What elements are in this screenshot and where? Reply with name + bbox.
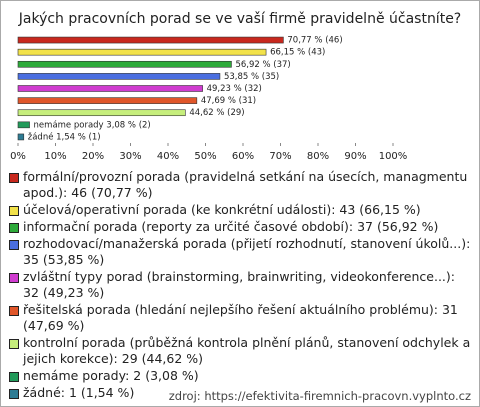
legend-swatch [9,306,19,316]
legend-label: rozhodovací/manažerská porada (přijetí r… [23,236,471,267]
x-tick-label: 0% [10,151,26,162]
legend-item: rozhodovací/manažerská porada (přijetí r… [9,236,471,268]
x-tick-label: 40% [157,151,179,162]
legend-swatch [9,223,19,233]
bar [17,109,186,117]
bar [17,121,30,129]
value-label: 53,85 % (35) [224,72,279,82]
bar [17,36,284,44]
value-label: 66,15 % (43) [270,48,325,58]
x-tick-label: 20% [82,151,104,162]
plot: Jakých pracovních porad se ve vaší firmě… [10,11,461,162]
legend-label: žádné: 1 (1,54 %) [23,385,135,400]
bar [17,60,232,68]
x-tick-label: 90% [344,151,366,162]
legend-item: kontrolní porada (průběžná kontrola plně… [9,335,471,367]
legend-item: účelová/operativní porada (ke konkrétní … [9,202,471,218]
value-label: žádné 1,54 % (1) [28,131,101,142]
legend-swatch [9,206,19,216]
legend-swatch [9,173,19,183]
bar [17,85,203,92]
source: zdroj: https://efektivita-firemnich-prac… [168,389,471,403]
x-tick-label: 50% [194,151,216,162]
legend-item: informační porada (reporty za určité čas… [9,219,471,235]
legend-swatch [9,273,19,283]
legend-swatch [9,372,19,382]
x-tick-label: 60% [232,151,254,162]
legend-item: zvláštní typy porad (brainstorming, brai… [9,269,471,301]
value-label: 49,23 % (32) [207,84,262,94]
value-label: 56,92 % (37) [235,60,290,70]
legend-label: nemáme porady: 2 (3,08 %) [23,368,199,383]
legend-item: formální/provozní porada (pravidelná set… [9,169,471,201]
chart-title: Jakých pracovních porad se ve vaší firmě… [18,11,461,27]
bar [17,73,221,80]
legend-item: žádné: 1 (1,54 %) [9,385,471,401]
x-tick-label: 70% [269,151,291,162]
legend-item: nemáme porady: 2 (3,08 %) [9,368,471,384]
legend-label: zvláštní typy porad (brainstorming, brai… [23,269,455,300]
value-label: 70,77 % (46) [287,36,342,46]
legend-swatch [9,339,19,349]
legend-label: účelová/operativní porada (ke konkrétní … [23,202,421,217]
value-label: 47,69 % (31) [201,96,256,106]
legend-label: kontrolní porada (průběžná kontrola plně… [23,335,471,366]
value-label: 44,62 % (29) [189,108,244,118]
legend-item: řešitelská porada (hledání nejlepšího ře… [9,302,471,334]
bar [17,48,267,56]
legend-swatch [9,389,19,399]
x-tick-label: 80% [307,151,329,162]
bar [17,97,198,104]
legend-label: informační porada (reporty za určité čas… [23,219,439,234]
x-tick-label: 10% [44,151,66,162]
legend-swatch [9,240,19,250]
bar [17,133,25,141]
x-tick-label: 100% [379,151,408,162]
legend-label: formální/provozní porada (pravidelná set… [23,169,468,200]
legend-label: řešitelská porada (hledání nejlepšího ře… [23,302,458,333]
value-label: nemáme porady 3,08 % (2) [34,120,151,130]
legend: formální/provozní porada (pravidelná set… [9,169,471,402]
x-tick-label: 30% [119,151,141,162]
